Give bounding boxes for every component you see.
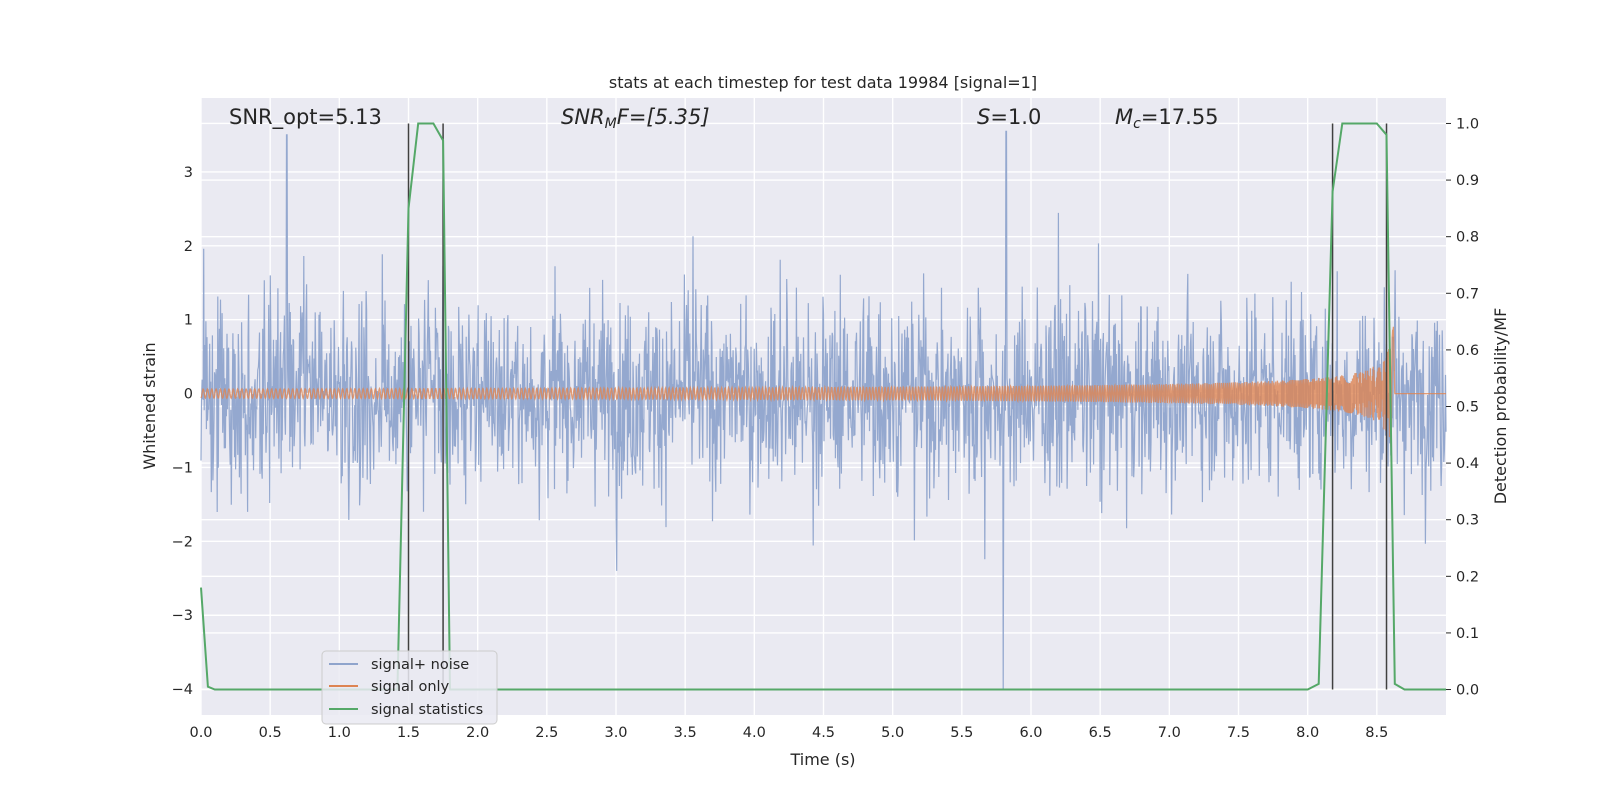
series-signal-only	[200, 326, 1446, 447]
y-right-tick-label-4: 0.4	[1456, 456, 1479, 472]
y-axis-label: Whitened strain	[140, 342, 159, 469]
y-tick-label-1: −3	[172, 608, 193, 624]
x-tick-label-17: 8.5	[1365, 725, 1388, 741]
x-tick-label-1: 0.5	[259, 725, 282, 741]
signal-trace	[200, 326, 1446, 447]
y-right-tick-label-1: 0.1	[1456, 626, 1479, 642]
legend-entry-stats: signal statistics	[371, 702, 483, 718]
annotation-s-rest: =1.0	[990, 105, 1041, 129]
annotation-mc-base: M	[1115, 105, 1133, 129]
x-tick-label-3: 1.5	[397, 725, 420, 741]
x-tick-label-0: 0.0	[189, 725, 212, 741]
annotation-mc-rest: =17.55	[1141, 105, 1219, 129]
y-right-tick-label-6: 0.6	[1456, 343, 1479, 359]
y-tick-label-7: 3	[184, 165, 193, 181]
annotation-s-italic: S	[977, 105, 990, 129]
annotation-snr-opt: SNR_opt=5.13	[229, 105, 382, 130]
legend: signal+ noise signal only signal statist…	[321, 650, 498, 725]
x-tick-label-2: 1.0	[328, 725, 351, 741]
y-right-tick-label-2: 0.2	[1456, 569, 1479, 585]
legend-box	[321, 650, 498, 725]
y-right-tick-label-7: 0.7	[1456, 286, 1479, 302]
annotation-snr-mf: SNRMF=[5.35]	[561, 105, 710, 132]
x-tick-label-4: 2.0	[466, 725, 489, 741]
annotation-snr-mf-rest: F=[5.35]	[617, 105, 710, 129]
axis-ticks: −4 −3 −2 −1 0 1 2 3 0.0 0.1 0.2 0.3 0.4 0.5 0.6 0.7 0.8 0…	[172, 116, 1479, 741]
annotation-mc-sub: c	[1133, 116, 1141, 132]
y-right-tick-label-8: 0.8	[1456, 230, 1479, 246]
y-tick-label-2: −2	[172, 534, 193, 550]
x-tick-label-16: 8.0	[1296, 725, 1319, 741]
x-tick-label-7: 3.5	[674, 725, 697, 741]
annotation-snr-mf-sub: M	[605, 116, 617, 132]
legend-entry-noise: signal+ noise	[371, 657, 469, 673]
x-axis-label: Time (s)	[789, 750, 855, 769]
x-tick-label-13: 6.5	[1089, 725, 1112, 741]
annotation-mc: Mc=17.55	[1115, 105, 1219, 132]
x-tick-label-5: 2.5	[535, 725, 558, 741]
y-right-tick-label-9: 0.9	[1456, 173, 1479, 189]
y-right-tick-label-3: 0.3	[1456, 513, 1479, 529]
y-tick-label-5: 1	[184, 313, 193, 329]
y-right-tick-label-5: 0.5	[1456, 400, 1479, 416]
y-tick-label-6: 2	[184, 239, 193, 255]
x-tick-label-8: 4.0	[743, 725, 766, 741]
x-tick-label-10: 5.0	[881, 725, 904, 741]
x-tick-label-14: 7.0	[1158, 725, 1181, 741]
x-tick-label-11: 5.5	[950, 725, 973, 741]
x-tick-label-12: 6.0	[1019, 725, 1042, 741]
annotation-snr-mf-base: SNR	[561, 105, 605, 129]
y-tick-label-4: 0	[184, 387, 193, 403]
legend-entry-signal: signal only	[371, 679, 450, 695]
y-tick-label-0: −4	[172, 682, 193, 698]
annotation-s: S=1.0	[977, 105, 1041, 129]
x-tick-label-6: 3.0	[604, 725, 627, 741]
y-tick-label-3: −1	[172, 460, 193, 476]
chart-title: stats at each timestep for test data 199…	[609, 73, 1037, 92]
x-tick-label-15: 7.5	[1227, 725, 1250, 741]
x-tick-label-9: 4.5	[812, 725, 835, 741]
y-right-tick-label-0: 0.0	[1456, 683, 1479, 699]
y-right-tick-label-10: 1.0	[1456, 116, 1479, 132]
y-axis-right-label: Detection probability/MF	[1491, 308, 1510, 505]
